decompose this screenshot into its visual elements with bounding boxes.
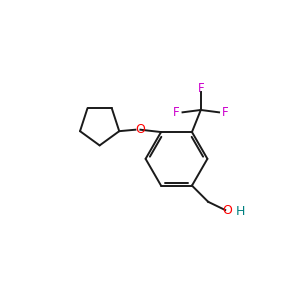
Text: F: F bbox=[222, 106, 228, 119]
Text: O: O bbox=[136, 123, 146, 136]
Text: F: F bbox=[197, 82, 204, 95]
Text: F: F bbox=[173, 106, 180, 119]
Text: O: O bbox=[223, 203, 232, 217]
Text: H: H bbox=[236, 205, 245, 218]
